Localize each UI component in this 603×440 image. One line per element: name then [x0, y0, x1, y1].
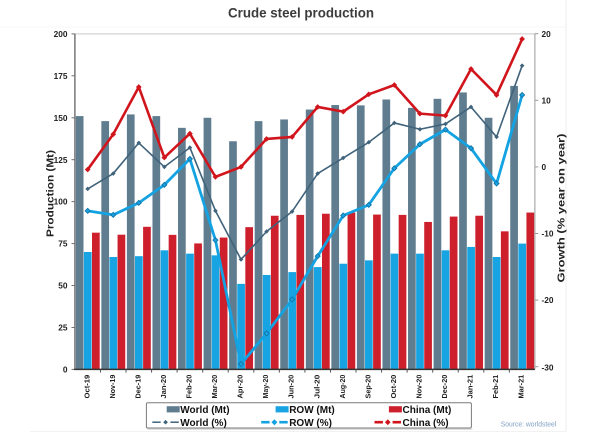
svg-text:Dec-19: Dec-19: [135, 375, 142, 399]
svg-text:25: 25: [58, 323, 68, 333]
svg-text:Jul-20: Jul-20: [314, 375, 321, 399]
svg-text:-30: -30: [542, 362, 554, 372]
svg-text:China (Mt): China (Mt): [403, 405, 452, 416]
svg-text:Nov-20: Nov-20: [417, 375, 424, 399]
svg-text:125: 125: [54, 155, 68, 165]
svg-text:10: 10: [542, 95, 552, 105]
svg-text:0: 0: [542, 162, 547, 172]
svg-text:World (Mt): World (Mt): [180, 405, 229, 416]
svg-text:Jan-21: Jan-21: [468, 375, 475, 399]
svg-text:China (%): China (%): [403, 418, 449, 429]
svg-text:World (%): World (%): [180, 418, 226, 429]
svg-text:Nov-19: Nov-19: [110, 375, 117, 399]
svg-text:20: 20: [542, 29, 552, 39]
svg-text:Oct-20: Oct-20: [391, 375, 398, 399]
svg-text:Mar-20: Mar-20: [212, 375, 219, 399]
svg-text:Growth (% year on year): Growth (% year on year): [556, 134, 568, 283]
svg-text:Dec-20: Dec-20: [442, 375, 449, 399]
svg-text:150: 150: [54, 113, 68, 123]
svg-text:Feb-21: Feb-21: [493, 375, 500, 399]
svg-text:Jan-20: Jan-20: [161, 375, 168, 399]
svg-text:Jun-20: Jun-20: [289, 375, 296, 399]
svg-text:Aug-20: Aug-20: [340, 375, 347, 399]
svg-text:Sep-20: Sep-20: [365, 375, 372, 399]
svg-text:Mar-21: Mar-21: [519, 375, 526, 399]
svg-text:-10: -10: [542, 229, 554, 239]
svg-text:0: 0: [63, 365, 68, 375]
svg-text:ROW (Mt): ROW (Mt): [289, 405, 335, 416]
svg-text:ROW (%): ROW (%): [289, 418, 332, 429]
svg-text:100: 100: [54, 197, 68, 207]
svg-text:May-20: May-20: [263, 375, 270, 399]
svg-text:Apr-20: Apr-20: [238, 375, 245, 399]
svg-text:175: 175: [54, 71, 68, 81]
svg-text:Crude steel production: Crude steel production: [228, 4, 374, 20]
svg-text:50: 50: [58, 281, 68, 291]
svg-text:Oct-19: Oct-19: [84, 375, 91, 399]
svg-text:Source: worldsteel: Source: worldsteel: [501, 419, 557, 428]
svg-text:200: 200: [54, 29, 68, 39]
svg-text:Feb-20: Feb-20: [187, 375, 194, 399]
svg-text:Production (Mt): Production (Mt): [45, 150, 57, 237]
svg-text:75: 75: [58, 239, 68, 249]
svg-text:-20: -20: [542, 295, 554, 305]
